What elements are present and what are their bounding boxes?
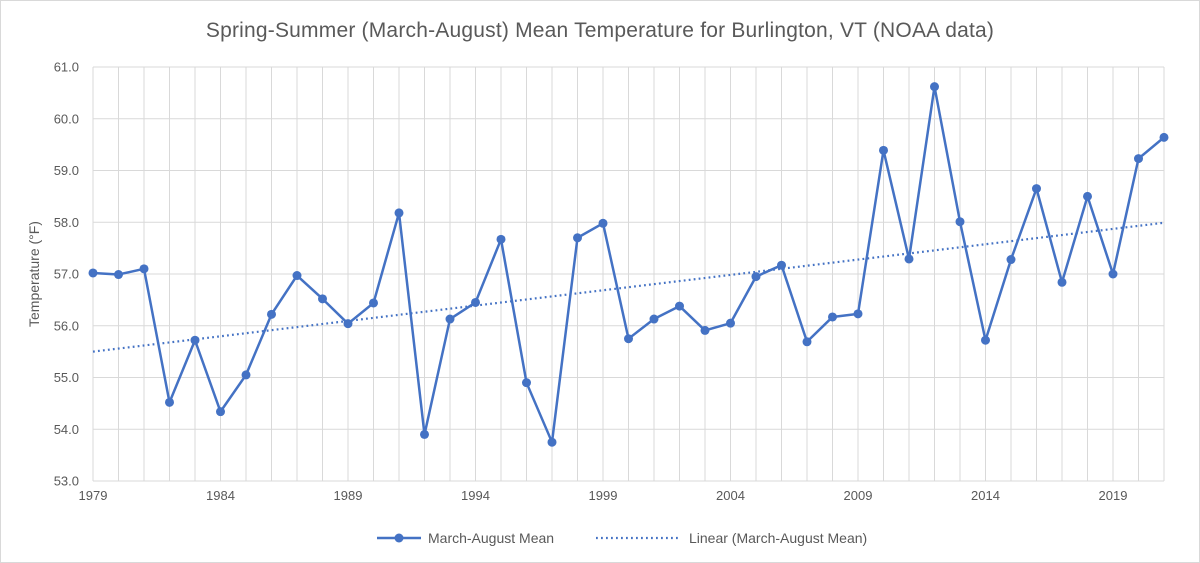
x-tick-label: 2019 bbox=[1099, 488, 1128, 503]
data-point-1986 bbox=[267, 309, 276, 319]
data-point-1979 bbox=[88, 268, 98, 278]
data-point-1996 bbox=[522, 378, 531, 388]
data-point-2015 bbox=[1006, 255, 1016, 265]
data-point-2018 bbox=[1083, 191, 1092, 201]
data-point-2011 bbox=[904, 254, 914, 264]
data-point-2014 bbox=[981, 335, 990, 345]
data-point-1992 bbox=[420, 429, 429, 439]
data-point-1985 bbox=[241, 370, 251, 380]
data-point-1994 bbox=[471, 297, 480, 307]
data-point-1980 bbox=[114, 270, 123, 280]
data-point-1989 bbox=[343, 319, 353, 329]
data-point-2005 bbox=[751, 272, 761, 282]
data-point-2012 bbox=[930, 82, 939, 92]
data-point-1999 bbox=[598, 218, 608, 228]
data-point-1988 bbox=[318, 294, 327, 304]
x-tick-label: 1999 bbox=[589, 488, 618, 503]
series-layer bbox=[88, 82, 1169, 447]
data-point-2019 bbox=[1108, 269, 1118, 279]
data-point-1983 bbox=[190, 335, 200, 345]
chart-title: Spring-Summer (March-August) Mean Temper… bbox=[205, 19, 995, 42]
data-point-2001 bbox=[649, 314, 659, 324]
x-axis-ticks: 1979 1984 1989 1994 1999 2004 2009 2014 2019 bbox=[79, 488, 1128, 503]
data-point-2004 bbox=[726, 318, 735, 328]
data-point-2021 bbox=[1159, 132, 1169, 142]
y-tick-label: 59.0 bbox=[54, 163, 79, 178]
y-tick-label: 58.0 bbox=[54, 215, 79, 230]
x-tick-label: 2009 bbox=[844, 488, 873, 503]
y-tick-label: 54.0 bbox=[54, 422, 79, 437]
data-point-1990 bbox=[369, 298, 378, 308]
y-tick-label: 56.0 bbox=[54, 318, 79, 333]
data-point-2002 bbox=[675, 301, 684, 311]
data-point-1995 bbox=[496, 234, 506, 244]
data-point-1981 bbox=[139, 264, 149, 274]
data-point-2020 bbox=[1134, 154, 1143, 164]
data-point-2000 bbox=[624, 334, 633, 344]
data-point-1993 bbox=[445, 314, 455, 324]
y-tick-label: 55.0 bbox=[54, 370, 79, 385]
data-point-1991 bbox=[394, 208, 404, 218]
y-tick-label: 53.0 bbox=[54, 474, 79, 489]
data-point-1982 bbox=[165, 397, 174, 407]
y-axis-ticks: 53.0 54.0 55.0 56.0 57.0 58.0 59.0 60.0 61.0 bbox=[54, 60, 79, 489]
x-tick-label: 2014 bbox=[971, 488, 1000, 503]
legend-label-linear-trend: Linear (March-August Mean) bbox=[689, 530, 867, 546]
data-point-2013 bbox=[955, 217, 965, 227]
data-point-2017 bbox=[1057, 277, 1067, 287]
x-tick-label: 1989 bbox=[334, 488, 363, 503]
data-point-1984 bbox=[216, 407, 225, 417]
data-point-1987 bbox=[292, 271, 302, 281]
data-point-2007 bbox=[802, 337, 812, 347]
data-point-2009 bbox=[853, 309, 863, 319]
data-point-1998 bbox=[573, 233, 582, 243]
x-tick-label: 1979 bbox=[79, 488, 108, 503]
legend: March-August Mean Linear (March-August M… bbox=[377, 530, 867, 546]
x-tick-label: 1984 bbox=[206, 488, 235, 503]
x-tick-label: 2004 bbox=[716, 488, 745, 503]
y-axis-title: Temperature (°F) bbox=[26, 221, 42, 327]
data-point-1997 bbox=[547, 437, 557, 447]
gridlines bbox=[92, 66, 1165, 482]
data-point-2016 bbox=[1032, 184, 1041, 194]
legend-label-march-august-mean: March-August Mean bbox=[428, 530, 554, 546]
data-point-2003 bbox=[700, 325, 710, 335]
y-tick-label: 60.0 bbox=[54, 111, 79, 126]
data-point-2008 bbox=[828, 312, 837, 322]
data-point-2010 bbox=[879, 145, 888, 155]
x-tick-label: 1994 bbox=[461, 488, 490, 503]
y-tick-label: 57.0 bbox=[54, 267, 79, 282]
data-point-2006 bbox=[777, 260, 786, 270]
legend-marker-march-august-mean bbox=[394, 533, 404, 543]
y-tick-label: 61.0 bbox=[54, 60, 79, 75]
